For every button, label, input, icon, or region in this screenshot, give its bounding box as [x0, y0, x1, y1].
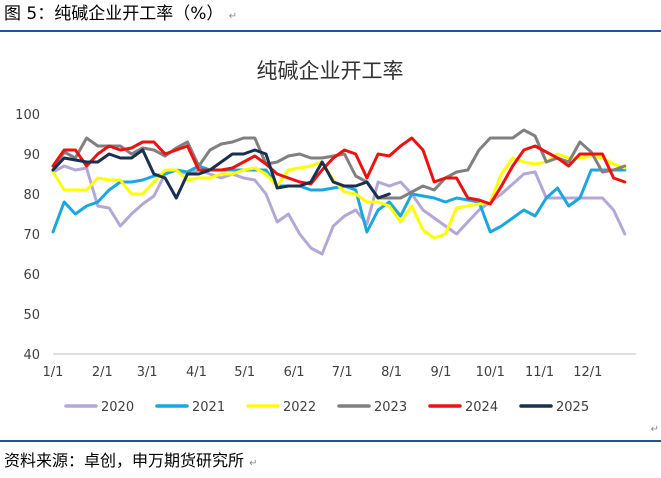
y-axis: 40 50 60 70 80 90 100 — [15, 108, 40, 363]
x-tick-label: 5/1 — [234, 365, 255, 380]
x-tick-label: 11/1 — [525, 365, 554, 380]
series-line-2025 — [51, 148, 391, 200]
source-note: 资料来源：卓创，申万期货研究所 ↵ — [4, 450, 258, 475]
legend-label-2023: 2023 — [374, 400, 407, 415]
y-tick-label: 40 — [23, 348, 40, 363]
x-tick-label: 4/1 — [186, 365, 207, 380]
legend-label-2021: 2021 — [192, 400, 225, 415]
y-tick-label: 80 — [23, 188, 40, 203]
x-tick-label: 3/1 — [137, 365, 158, 380]
y-tick-label: 70 — [23, 228, 40, 243]
x-tick-label: 2/1 — [92, 365, 113, 380]
bottom-rule — [0, 440, 661, 442]
x-axis: 1/1 2/1 3/1 4/1 5/1 6/1 7/1 8/1 9/1 10/1 11/1 12/1 — [43, 365, 603, 380]
series-line-2024 — [51, 136, 627, 206]
source-text: 资料来源：卓创，申万期货研究所 — [4, 451, 245, 470]
legend: 2020 2021 2022 2023 2024 2025 — [64, 400, 589, 415]
series-lines — [51, 128, 627, 256]
x-tick-label: 9/1 — [430, 365, 451, 380]
series-line-2020 — [51, 164, 627, 256]
x-tick-label: 10/1 — [476, 365, 505, 380]
y-tick-label: 90 — [23, 148, 40, 163]
legend-label-2025: 2025 — [556, 400, 589, 415]
paragraph-mark-right: ↵ — [650, 424, 659, 435]
paragraph-mark-source: ↵ — [249, 458, 258, 469]
paragraph-mark: ↵ — [228, 11, 238, 22]
chart-title: 纯碱企业开工率 — [257, 59, 404, 83]
x-tick-label: 1/1 — [43, 365, 64, 380]
x-tick-label: 8/1 — [381, 365, 402, 380]
figure-caption: 图 5：纯碱企业开工率（%） ↵ — [4, 2, 237, 29]
y-tick-label: 50 — [23, 308, 40, 323]
x-tick-label: 12/1 — [573, 365, 602, 380]
legend-label-2022: 2022 — [283, 400, 316, 415]
figure-caption-text: 图 5：纯碱企业开工率（%） — [4, 4, 224, 24]
x-tick-label: 7/1 — [332, 365, 353, 380]
legend-label-2024: 2024 — [465, 400, 498, 415]
line-chart: 纯碱企业开工率 40 50 60 70 80 90 100 1/1 2/1 3/1 4/1 5/1 6… — [15, 59, 636, 415]
series-line-2022 — [51, 152, 627, 240]
x-tick-label: 6/1 — [284, 365, 305, 380]
y-tick-label: 60 — [23, 268, 40, 283]
legend-label-2020: 2020 — [101, 400, 134, 415]
y-tick-label: 100 — [15, 108, 40, 123]
top-rule — [0, 30, 661, 32]
